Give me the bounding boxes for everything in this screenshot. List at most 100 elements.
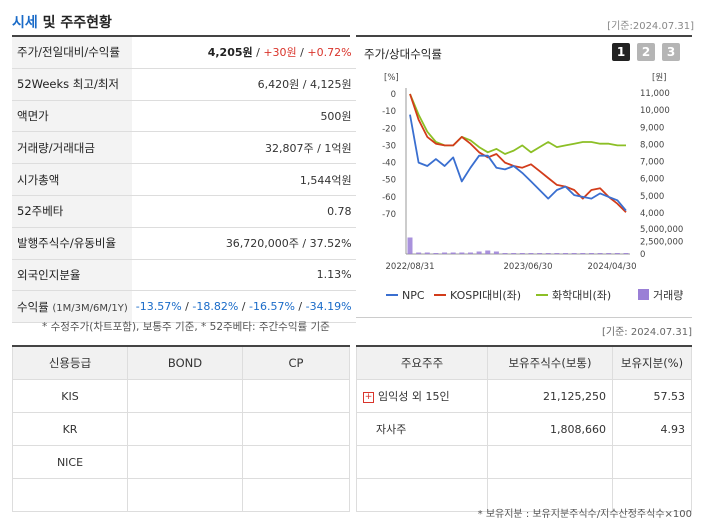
credit-rating-table: 신용등급 BOND CP KIS KR NICE [12,345,350,512]
volume-bar [588,253,594,254]
table-row: 수익률 (1M/3M/6M/1Y) -13.57% / -18.82% / -1… [12,290,356,324]
return-1m: -13.57% [135,300,182,314]
table-row: NICE [12,445,350,479]
current-price: 4,205원 [207,46,253,60]
right-axis-tick: 6,000 [640,175,664,185]
volume-bar [433,253,439,254]
shares-held: 21,125,250 [487,379,613,413]
cp-rating [242,412,350,446]
expand-icon[interactable]: + [363,391,374,403]
shareholder-name: + 임익성 외 15인 [356,379,488,413]
header-ownership-pct: 보유지분(%) [612,345,692,380]
volume-bar [485,250,491,254]
row-value: 32,807주 / 1억원 [131,131,356,165]
rating-agency [12,478,128,512]
volume-bar [424,252,430,254]
volume-bar [442,252,448,254]
row-label: 외국인지분율 [12,259,132,292]
shareholder-name [356,478,488,512]
chart-title: 주가/상대수익률 [364,47,442,61]
ownership-pct: 57.53 [612,379,692,413]
left-axis-tick: -40 [382,159,396,169]
right-axis-tick: 5,000 [640,192,664,202]
table-header-row: 신용등급 BOND CP [12,345,350,380]
volume-bar [450,252,456,254]
row-label: 액면가 [12,100,132,133]
left-axis-tick: -60 [382,193,396,203]
right-axis-unit: [원] [652,73,666,83]
row-value: 0.78 [131,195,356,228]
chart-tab-3[interactable]: 3 [662,43,680,61]
right-axis-tick: 9,000 [640,123,664,133]
right-axis-tick: 7,000 [640,158,664,168]
volume-bar [580,253,586,254]
legend-label: 화학대비(좌) [552,289,611,302]
chart-tab-2[interactable]: 2 [637,43,655,61]
cp-rating [242,445,350,479]
cp-rating [242,478,350,512]
price-change: +30원 [263,46,297,60]
rating-agency: NICE [12,445,128,479]
row-label: 52Weeks 최고/최저 [12,68,132,101]
volume-bar [554,253,560,254]
title-rest: 및 주주현황 [37,15,112,31]
left-axis-tick: -70 [382,210,396,220]
row-value: 500원 [131,100,356,133]
volume-bar [502,253,508,254]
table-row: 발행주식수/유동비율 36,720,000주 / 37.52% [12,227,356,260]
shareholder-name: 자사주 [356,412,488,446]
table-row: + 임익성 외 15인 21,125,250 57.53 [356,379,692,413]
return-1y: -34.19% [305,300,352,314]
bond-rating [127,412,243,446]
volume-bar [571,253,577,254]
left-axis-tick: -10 [382,107,396,117]
table-row [12,478,350,512]
page-title: 시세 및 주주현황 [12,12,112,32]
row-label: 거래량/거래대금 [12,131,132,165]
header-bond: BOND [127,345,243,380]
ownership-pct [612,445,692,479]
rating-agency: KR [12,412,128,446]
shares-held [487,478,613,512]
left-axis-tick: -20 [382,124,396,134]
right-axis-tick: 4,000 [640,209,664,219]
separator: / [296,46,308,60]
x-axis-tick: 2022/08/31 [386,262,435,272]
volume-bar [545,253,551,254]
table-row [356,445,692,479]
left-axis-tick: -30 [382,141,396,151]
table-row: 액면가 500원 [12,100,356,133]
row-label: 발행주식수/유동비율 [12,227,132,260]
legend-label: NPC [402,289,425,302]
cp-rating [242,379,350,413]
return-6m: -16.57% [249,300,295,314]
row-value: 6,420원 / 4,125원 [131,68,356,101]
separator: / [238,300,250,314]
volume-axis-tick: 5,000,000 [640,225,683,235]
right-axis-tick: 10,000 [640,106,670,116]
row-label: 시가총액 [12,163,132,196]
header-credit-rating: 신용등급 [12,345,128,380]
table-header-row: 주요주주 보유주식수(보통) 보유지분(%) [356,345,692,380]
table-row: KR [12,412,350,446]
table-row: 거래량/거래대금 32,807주 / 1억원 [12,131,356,165]
separator: / [294,300,306,314]
volume-bar [511,253,517,254]
volume-bar [623,253,629,254]
volume-bar [467,252,473,254]
stock-chart: [%] [원] 0 -10 -20 -30 -40 -50 -60 -70 11,000 10,000… [382,73,683,302]
header-cp: CP [242,345,350,380]
chart-tab-1[interactable]: 1 [612,43,630,61]
row-value: 1.13% [131,259,356,292]
volume-axis-tick: 2,500,000 [640,238,683,248]
return-3m: -18.82% [192,300,239,314]
row-value: -13.57% / -18.82% / -16.57% / -34.19% [131,290,356,324]
volume-bar [537,253,543,254]
volume-bar [407,237,413,254]
left-axis-tick: -50 [382,176,396,186]
row-value: 4,205원 / +30원 / +0.72% [131,37,356,69]
right-axis-tick: 8,000 [640,140,664,150]
x-axis-tick: 2023/06/30 [504,262,553,272]
header-shares-held: 보유주식수(보통) [487,345,613,380]
shareholder-name-link[interactable]: 임익성 외 15인 [378,390,450,403]
